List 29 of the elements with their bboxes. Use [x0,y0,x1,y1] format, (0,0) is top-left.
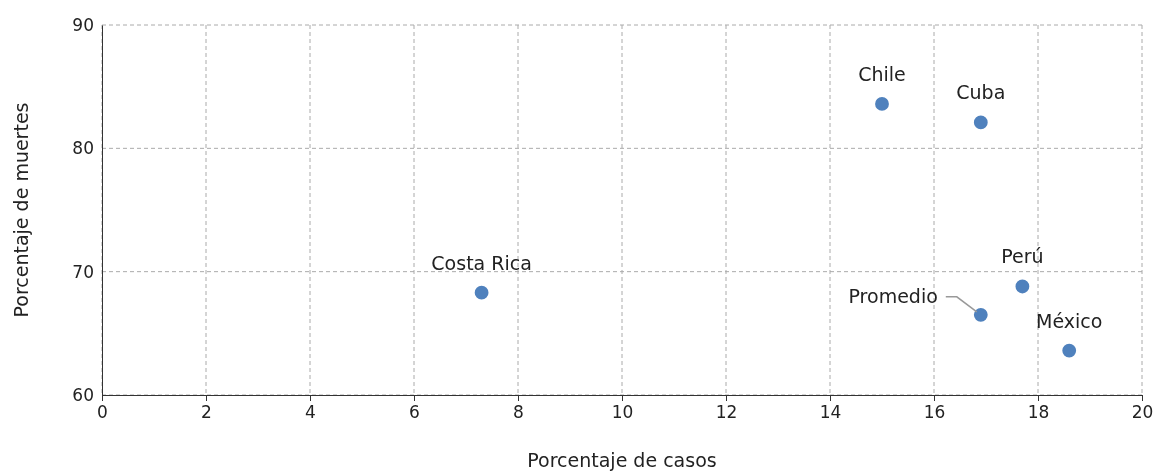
annotation: Cuba [956,81,1006,104]
point [474,285,489,300]
x-tick-label: 4 [305,402,316,423]
annotation: Promedio [848,284,938,307]
x-tick-label: 6 [409,402,420,423]
x-tick-label: 8 [513,402,524,423]
y-tick-label: 90 [72,14,94,35]
point [1015,279,1030,294]
annotation: Chile [858,62,906,85]
x-tick-label: 16 [923,402,946,423]
x-tick-label: 0 [97,402,108,423]
point [875,97,889,111]
x-axis-title: Porcentaje de casos [527,449,717,471]
x-tick-label: 2 [201,402,212,423]
y-axis-title: Porcentaje de muertes [10,102,32,318]
point [973,115,988,130]
annotation: México [1036,309,1103,332]
annotation: Perú [1001,245,1044,268]
point [973,307,988,322]
x-tick-label: 18 [1027,402,1050,423]
y-tick-label: 60 [72,384,94,405]
x-tick-label: 12 [715,402,738,423]
y-tick-label: 70 [72,261,94,282]
y-tick-label: 80 [72,138,94,159]
point [1062,343,1077,358]
x-tick-label: 14 [819,402,842,423]
annotation: Costa Rica [431,251,532,274]
x-tick-label: 20 [1131,402,1154,423]
x-tick-label: 10 [611,402,634,423]
